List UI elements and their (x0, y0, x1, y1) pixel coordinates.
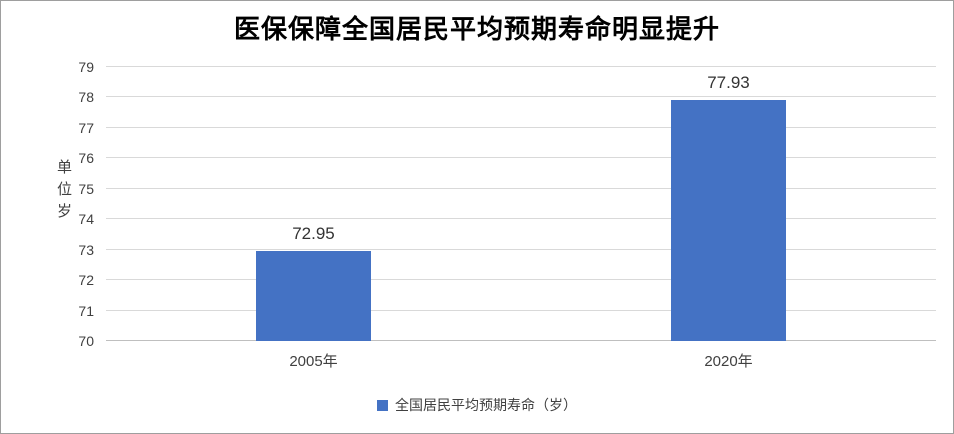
gridline (106, 126, 936, 128)
gridline (106, 157, 936, 159)
bar-value-label: 77.93 (707, 72, 750, 92)
y-tick-label: 70 (78, 333, 94, 349)
y-tick-label: 71 (78, 302, 94, 319)
bar-2020年: 77.93 (671, 73, 786, 341)
legend-label: 全国居民平均预期寿命（岁） (395, 397, 577, 413)
y-tick-label: 78 (78, 89, 94, 106)
y-tick-label: 75 (78, 180, 94, 197)
gridline (106, 187, 936, 189)
x-tick-label: 2005年 (289, 353, 338, 370)
x-axis-line (106, 340, 936, 341)
y-tick-label: 79 (78, 59, 94, 75)
bar-2005年: 72.95 (256, 224, 371, 341)
y-tick-label: 72 (78, 272, 94, 289)
y-tick-label: 73 (78, 241, 94, 258)
y-tick-label: 74 (78, 211, 94, 228)
bar-value-label: 72.95 (292, 224, 335, 244)
legend-swatch (377, 399, 388, 411)
gridline (106, 66, 936, 67)
chart-title: 医保保障全国居民平均预期寿命明显提升 (233, 14, 720, 44)
y-tick-label: 76 (78, 150, 94, 167)
x-tick-label: 2020年 (704, 353, 753, 370)
gridline (106, 248, 936, 250)
plot-area: 70 71 72 73 74 75 76 77 78 79 72.95 2005年 77.93 2020年 (78, 60, 936, 370)
y-axis-title: 单位岁 (55, 159, 72, 225)
y-tick-label: 77 (78, 119, 94, 136)
gridline (106, 218, 936, 220)
gridline (106, 309, 936, 311)
legend: 全国居民平均预期寿命（岁） (1, 395, 953, 415)
gridline (106, 279, 936, 281)
gridline (106, 96, 936, 98)
